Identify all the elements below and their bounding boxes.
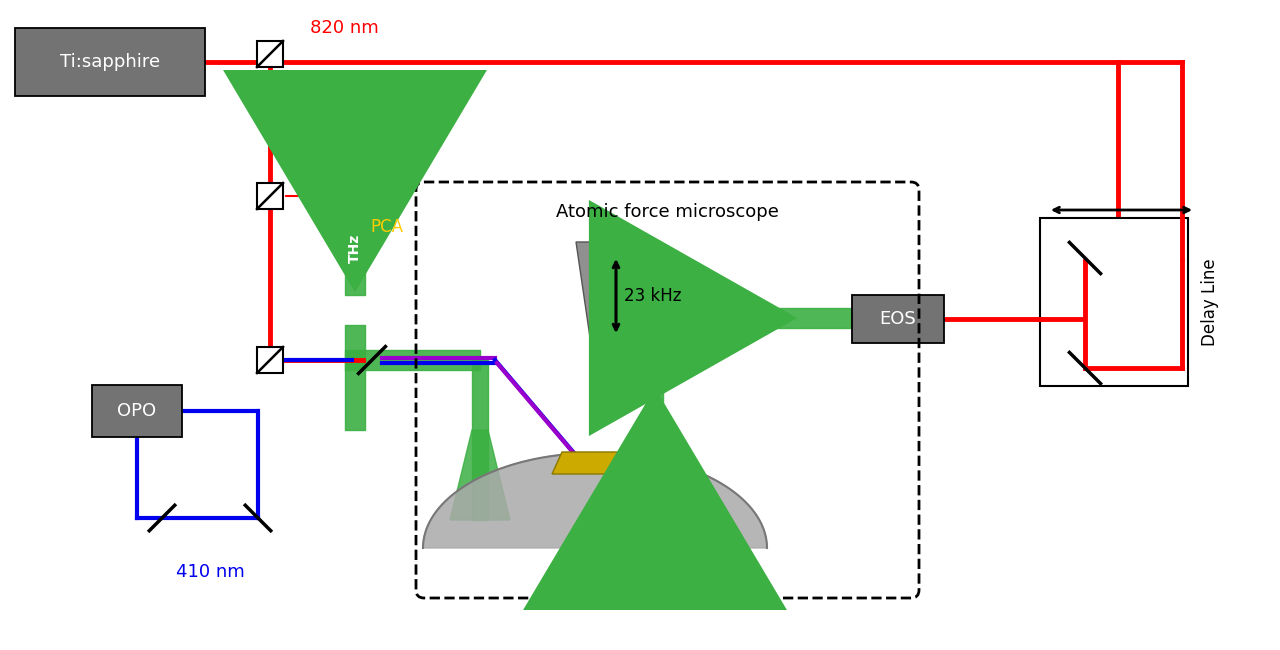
Bar: [257, 41, 283, 67]
Polygon shape: [576, 242, 620, 392]
Polygon shape: [422, 453, 767, 548]
Polygon shape: [332, 148, 387, 172]
Text: OPO: OPO: [118, 402, 156, 420]
Text: PCA: PCA: [370, 218, 403, 236]
Bar: [257, 183, 283, 209]
Text: Delay Line: Delay Line: [1201, 258, 1219, 346]
Text: EOS: EOS: [879, 310, 916, 328]
Text: 820 nm: 820 nm: [310, 19, 379, 37]
Polygon shape: [451, 430, 509, 520]
Bar: [15, 28, 205, 96]
Text: THz: THz: [348, 233, 362, 263]
Bar: [92, 385, 182, 437]
Bar: [257, 347, 283, 373]
Text: Atomic force microscope: Atomic force microscope: [556, 203, 780, 221]
Polygon shape: [552, 452, 627, 474]
Text: 23 kHz: 23 kHz: [625, 287, 681, 305]
Bar: [852, 295, 945, 343]
Text: Ti:sapphire: Ti:sapphire: [60, 53, 160, 71]
Polygon shape: [328, 85, 388, 150]
Bar: [1039, 218, 1188, 386]
Text: 410 nm: 410 nm: [175, 563, 244, 581]
Polygon shape: [625, 430, 685, 520]
